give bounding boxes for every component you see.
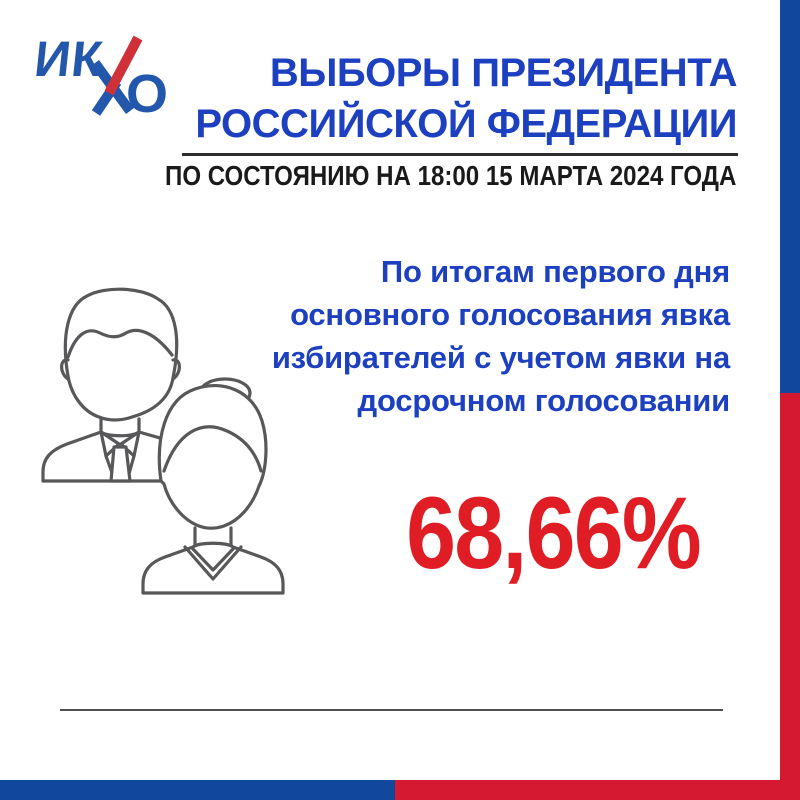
right-stripe-blue [780, 0, 800, 393]
woman-head [157, 384, 268, 530]
woman-neck [193, 526, 233, 547]
man-tie [109, 445, 132, 483]
right-stripe-red [780, 393, 800, 800]
description-line: досрочном голосовании [357, 383, 730, 418]
title-line-2: РОССИЙСКОЙ ФЕДЕРАЦИИ [195, 102, 737, 146]
ikho-logo: ИК О [33, 31, 168, 120]
man-ear-left [60, 358, 70, 381]
status-subtitle: ПО СОСТОЯНИЮ НА 18:00 15 МАРТА 2024 ГОДА [164, 160, 736, 191]
woman-vneck-inner [191, 547, 235, 572]
footer-divider-line [60, 709, 723, 711]
logo-text-o: О [126, 64, 168, 120]
title-line-1: ВЫБОРЫ ПРЕЗИДЕНТА [269, 51, 738, 95]
voters-icon [41, 287, 285, 595]
woman-outline [141, 377, 285, 595]
woman-vneck-outer [183, 545, 243, 581]
turnout-value: 68,66% [406, 476, 702, 590]
description-line: По итогам первого дня [380, 254, 730, 289]
man-ear-right [171, 358, 181, 381]
woman-hairline [162, 425, 263, 473]
turnout-description: По итогам первого дня основного голосова… [272, 250, 730, 422]
bottom-bar-red [395, 780, 800, 800]
description-line: основного голосования явка [290, 297, 730, 332]
logo-text-ik: ИК [33, 31, 106, 87]
title-underline [182, 153, 738, 156]
description-line: избирателей с учетом явки на [271, 340, 730, 375]
man-head [63, 287, 179, 422]
man-hairline [66, 328, 174, 359]
bottom-bar-blue [0, 780, 395, 800]
man-neck [99, 417, 141, 434]
logo-x-stroke-red-checkmark [104, 35, 143, 96]
page-title: ВЫБОРЫ ПРЕЗИДЕНТА РОССИЙСКОЙ ФЕДЕРАЦИИ [195, 48, 737, 150]
